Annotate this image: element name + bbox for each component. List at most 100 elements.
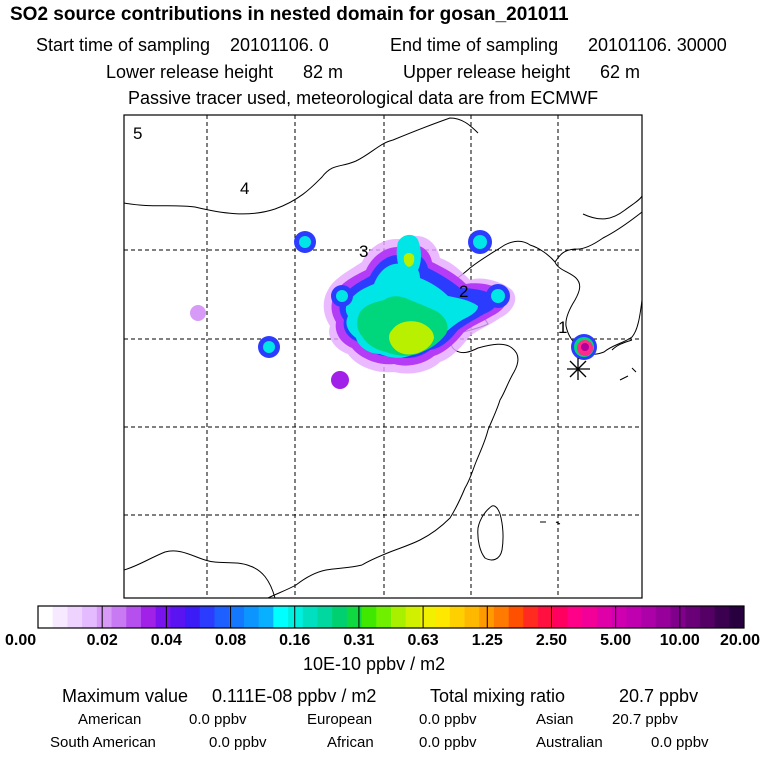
plume-blob	[336, 290, 348, 302]
colorbar-cell	[361, 606, 377, 628]
region-label: 3	[359, 242, 368, 261]
region-name-european: European	[307, 711, 373, 728]
plume-north-core	[403, 253, 415, 267]
japan-islands	[540, 339, 637, 525]
colorbar-cell	[52, 606, 68, 628]
northern-border	[124, 117, 479, 215]
colorbar-cell	[302, 606, 318, 628]
colorbar-cell	[420, 606, 436, 628]
region-value-european: 0.0 ppbv	[419, 711, 477, 728]
region-value-american: 0.0 ppbv	[189, 711, 247, 728]
colorbar-cell	[611, 606, 627, 628]
plume	[190, 230, 597, 389]
colorbar-cell	[214, 606, 230, 628]
colorbar-tick-label: 20.00	[720, 632, 760, 649]
colorbar-cell	[229, 606, 245, 628]
colorbar-cell	[699, 606, 716, 628]
northeast-border	[582, 195, 642, 220]
map-frame	[123, 114, 643, 599]
colorbar-cell	[332, 606, 348, 628]
colorbar-cell	[258, 606, 274, 628]
colorbar-cell	[641, 606, 657, 628]
plume-blob	[331, 371, 349, 389]
colorbar-cell	[670, 606, 686, 628]
page-title: SO2 source contributions in nested domai…	[10, 4, 569, 25]
coastlines	[124, 117, 642, 598]
colorbar-cell	[596, 606, 613, 628]
region-label: 2	[459, 282, 468, 301]
region-name-american: American	[78, 711, 142, 728]
colorbar-cell	[126, 606, 142, 628]
colorbar-cell	[185, 606, 201, 628]
region-label: 4	[240, 179, 249, 198]
colorbar-tick-label: 10.00	[660, 632, 700, 649]
korea-coast	[554, 211, 642, 355]
region-value-african: 0.0 ppbv	[419, 734, 477, 751]
lower-release-label: Lower release height	[106, 62, 274, 82]
total-mixing-value: 20.7 ppbv	[619, 686, 699, 706]
colorbar-unit: 10E-10 ppbv / m2	[303, 654, 446, 674]
colorbar-tick-label: 0.02	[87, 632, 118, 649]
colorbar-cell	[67, 606, 83, 628]
colorbar-cell	[155, 606, 171, 628]
colorbar-cell	[582, 606, 598, 628]
colorbar-cell	[685, 606, 701, 628]
colorbar-cell	[391, 606, 407, 628]
colorbar-cell	[435, 606, 451, 628]
colorbar-cell	[538, 606, 554, 628]
plume-blob	[473, 235, 487, 249]
colorbar-tick-label: 0.63	[408, 632, 439, 649]
colorbar	[37, 605, 745, 629]
colorbar-cell	[170, 606, 186, 628]
plume-blob	[491, 289, 505, 303]
region-name-south-american: South American	[50, 734, 156, 751]
taiwan	[477, 505, 504, 561]
colorbar-cell	[243, 606, 260, 628]
start-time-label: Start time of sampling	[36, 35, 211, 55]
region-label: 1	[558, 318, 567, 337]
start-time-value: 20101106. 0	[230, 35, 329, 55]
max-value: 0.111E-08 ppbv / m2	[212, 686, 377, 706]
region-value-asian: 20.7 ppbv	[612, 711, 678, 728]
colorbar-cell	[552, 606, 568, 628]
plume-blob	[190, 305, 206, 321]
colorbar-cell	[346, 606, 363, 628]
region-value-south-american: 0.0 ppbv	[209, 734, 267, 751]
colorbar-cell	[626, 606, 642, 628]
colorbar-ticks: 0.00 0.02 0.04 0.08 0.16 0.31 0.63 1.25 2.50 5.00…	[5, 632, 760, 649]
colorbar-frame	[37, 605, 745, 629]
tracer-note: Passive tracer used, meteorological data…	[128, 88, 599, 108]
colorbar-tick-label: 0.31	[343, 632, 374, 649]
region-name-asian: Asian	[536, 711, 574, 728]
end-time-value: 20101106. 30000	[588, 35, 727, 55]
south-coast	[267, 564, 363, 598]
colorbar-cell	[96, 606, 113, 628]
south-china-west	[124, 550, 276, 598]
colorbar-tick-label: 0.04	[151, 632, 182, 649]
plume-blob	[299, 236, 311, 248]
colorbar-cell	[493, 606, 510, 628]
colorbar-cell	[405, 606, 421, 628]
colorbar-cell	[288, 606, 304, 628]
colorbar-tick-label: 5.00	[600, 632, 631, 649]
colorbar-cell	[729, 606, 745, 628]
region-label: 5	[133, 124, 142, 143]
colorbar-cell	[199, 606, 215, 628]
colorbar-cell	[140, 606, 157, 628]
colorbar-cell	[111, 606, 127, 628]
region-name-australian: Australian	[536, 734, 603, 751]
end-time-label: End time of sampling	[390, 35, 559, 55]
plume-blob	[263, 341, 275, 353]
upper-release-label: Upper release height	[403, 62, 571, 82]
receptor-marker	[567, 358, 590, 380]
upper-release-value: 62 m	[600, 62, 641, 82]
colorbar-cell	[523, 606, 539, 628]
lower-release-value: 82 m	[303, 62, 344, 82]
plume-hotspot	[581, 343, 589, 351]
colorbar-tick-label: 0.16	[279, 632, 310, 649]
colorbar-tick-label: 2.50	[536, 632, 567, 649]
region-value-australian: 0.0 ppbv	[651, 734, 709, 751]
colorbar-cell	[508, 606, 524, 628]
colorbar-cell	[376, 606, 392, 628]
